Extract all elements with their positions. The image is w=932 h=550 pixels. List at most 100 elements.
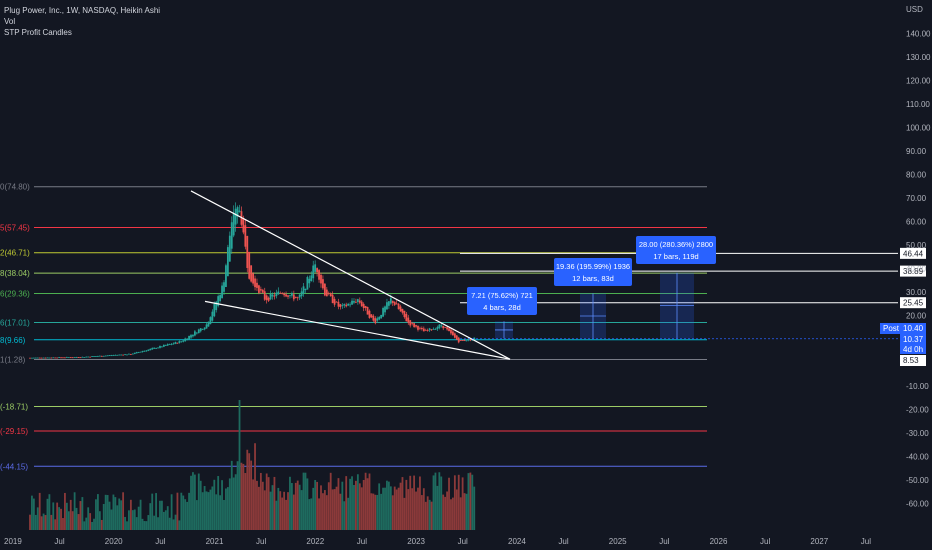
candle-body [254, 278, 256, 288]
indicator-label[interactable]: STP Profit Candles [4, 28, 72, 37]
volume-bar [44, 515, 47, 530]
projection-boxes[interactable]: 7.21 (75.62%) 721 4 bars, 28d 19.36 (195.9… [467, 236, 716, 339]
volume-bar [277, 487, 280, 530]
candle-body [48, 357, 51, 359]
volume-bar [180, 492, 183, 530]
volume-bar [389, 486, 392, 530]
candle-body [164, 345, 167, 346]
candle-body [378, 317, 381, 320]
fib-level-label: 8(9.66) [0, 336, 26, 345]
volume-bar [329, 472, 332, 530]
price-tag-box [900, 355, 926, 366]
price-axis-tick: 130.00 [906, 53, 931, 62]
candle-body [131, 353, 134, 355]
candle-body [81, 356, 84, 358]
time-axis-tick: Jul [760, 537, 770, 546]
candle-body [193, 331, 196, 336]
candle-body [153, 347, 156, 349]
volume-bar [322, 493, 324, 530]
volume-bar [199, 480, 202, 530]
candle-body [413, 323, 416, 327]
volume-bar [399, 482, 402, 530]
volume-bar [36, 507, 39, 530]
volume-bar [77, 514, 80, 530]
projection-label-box[interactable] [636, 236, 716, 264]
volume-bar [312, 487, 315, 530]
chart-legend[interactable]: Plug Power, Inc., 1W, NASDAQ, Heikin Ash… [4, 5, 160, 38]
candle-body [71, 357, 74, 359]
candle-body [221, 285, 223, 299]
candle-body [62, 357, 64, 359]
target-level-tag [900, 297, 926, 309]
volume-bar [467, 473, 470, 530]
candle-body [300, 291, 303, 297]
falling-wedge-drawing[interactable] [190, 190, 511, 360]
candle-body [203, 327, 206, 330]
candle-body [399, 306, 402, 312]
volume-bar [424, 501, 427, 530]
candle-body [34, 357, 37, 359]
volume-bar [129, 499, 132, 530]
candle-body [329, 293, 332, 297]
candle-body [341, 305, 344, 307]
volume-bar [104, 494, 107, 530]
candle-body [50, 357, 53, 359]
volume-bar [54, 519, 57, 530]
candle-body [302, 286, 305, 294]
candle-body [368, 310, 371, 318]
volume-bar [240, 462, 243, 530]
candle-body [452, 331, 454, 336]
volume-bar [473, 486, 476, 530]
candle-body [366, 306, 369, 315]
candle-body [77, 357, 80, 358]
volume-bar [302, 472, 305, 530]
projection-label-box[interactable] [554, 258, 632, 286]
candle-body [87, 356, 90, 358]
volume-bar [139, 499, 142, 530]
volume-bar [234, 474, 237, 530]
time-axis[interactable]: 2019 Jul 2020 Jul 2021 Jul 2022 Jul 2023 Jul 2024 J… [4, 537, 871, 546]
upper-trend-line[interactable] [190, 190, 511, 360]
projection-label-box[interactable] [467, 287, 537, 315]
candle-body [420, 328, 423, 330]
volume-bar [279, 491, 282, 530]
volume-indicator-label[interactable]: Vol [4, 17, 16, 26]
candle-body [225, 265, 227, 288]
candle-body [217, 296, 220, 306]
price-tag-box [900, 334, 926, 344]
projection-change-text: 7.21 (75.62%) 721 [471, 291, 533, 300]
candle-body [252, 273, 254, 284]
volume-bar [211, 486, 214, 530]
price-axis[interactable]: 140.00 130.00 120.00 110.00 100.00 90.00 80.00… [899, 0, 932, 550]
volume-bar [141, 518, 144, 530]
candle-body [296, 297, 299, 299]
volume-bar [267, 477, 270, 530]
volume-bar [83, 521, 86, 530]
volume-bar [294, 482, 297, 530]
volume-bar [96, 494, 99, 530]
volume-bar [217, 476, 220, 530]
candle-body [312, 265, 315, 279]
candle-body [401, 308, 404, 313]
volume-bar [432, 475, 435, 530]
candle-body [56, 357, 59, 359]
volume-bar [170, 494, 173, 530]
volume-bar [95, 499, 97, 530]
candle-body [79, 357, 82, 359]
candle-body [397, 303, 400, 310]
volume-bar [287, 492, 289, 530]
volume-bar [176, 492, 179, 530]
volume-bar [358, 483, 361, 530]
volume-bar [407, 489, 410, 530]
volume-bar [108, 501, 111, 530]
lower-trend-line[interactable] [204, 300, 511, 360]
volume-bar [197, 473, 200, 530]
candle-body [259, 289, 262, 291]
time-axis-tick: Jul [54, 537, 64, 546]
volume-bar [190, 475, 192, 530]
volume-bar [370, 493, 373, 530]
symbol-title[interactable]: Plug Power, Inc., 1W, NASDAQ, Heikin Ash… [4, 6, 161, 15]
candle-body [205, 324, 208, 329]
volume-bar [65, 502, 68, 530]
